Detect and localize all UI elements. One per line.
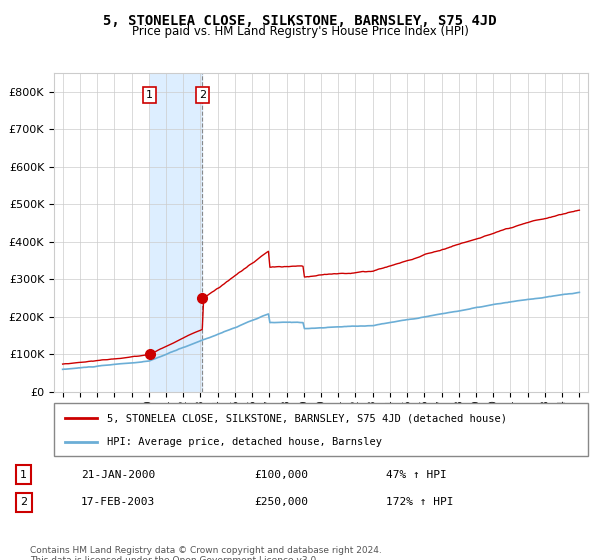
- Text: HPI: Average price, detached house, Barnsley: HPI: Average price, detached house, Barn…: [107, 436, 382, 446]
- Text: £250,000: £250,000: [254, 497, 308, 507]
- Text: 21-JAN-2000: 21-JAN-2000: [81, 470, 155, 480]
- Text: Price paid vs. HM Land Registry's House Price Index (HPI): Price paid vs. HM Land Registry's House …: [131, 25, 469, 38]
- Text: 2: 2: [199, 90, 206, 100]
- FancyBboxPatch shape: [54, 403, 588, 456]
- Text: 2: 2: [20, 497, 27, 507]
- Text: 172% ↑ HPI: 172% ↑ HPI: [386, 497, 454, 507]
- Text: 47% ↑ HPI: 47% ↑ HPI: [386, 470, 447, 480]
- Text: 17-FEB-2003: 17-FEB-2003: [81, 497, 155, 507]
- Text: Contains HM Land Registry data © Crown copyright and database right 2024.
This d: Contains HM Land Registry data © Crown c…: [30, 546, 382, 560]
- Text: 1: 1: [20, 470, 27, 480]
- Text: £100,000: £100,000: [254, 470, 308, 480]
- Text: 5, STONELEA CLOSE, SILKSTONE, BARNSLEY, S75 4JD: 5, STONELEA CLOSE, SILKSTONE, BARNSLEY, …: [103, 14, 497, 28]
- Bar: [149, 73, 202, 392]
- Text: 5, STONELEA CLOSE, SILKSTONE, BARNSLEY, S75 4JD (detached house): 5, STONELEA CLOSE, SILKSTONE, BARNSLEY, …: [107, 413, 508, 423]
- Text: 1: 1: [146, 90, 153, 100]
